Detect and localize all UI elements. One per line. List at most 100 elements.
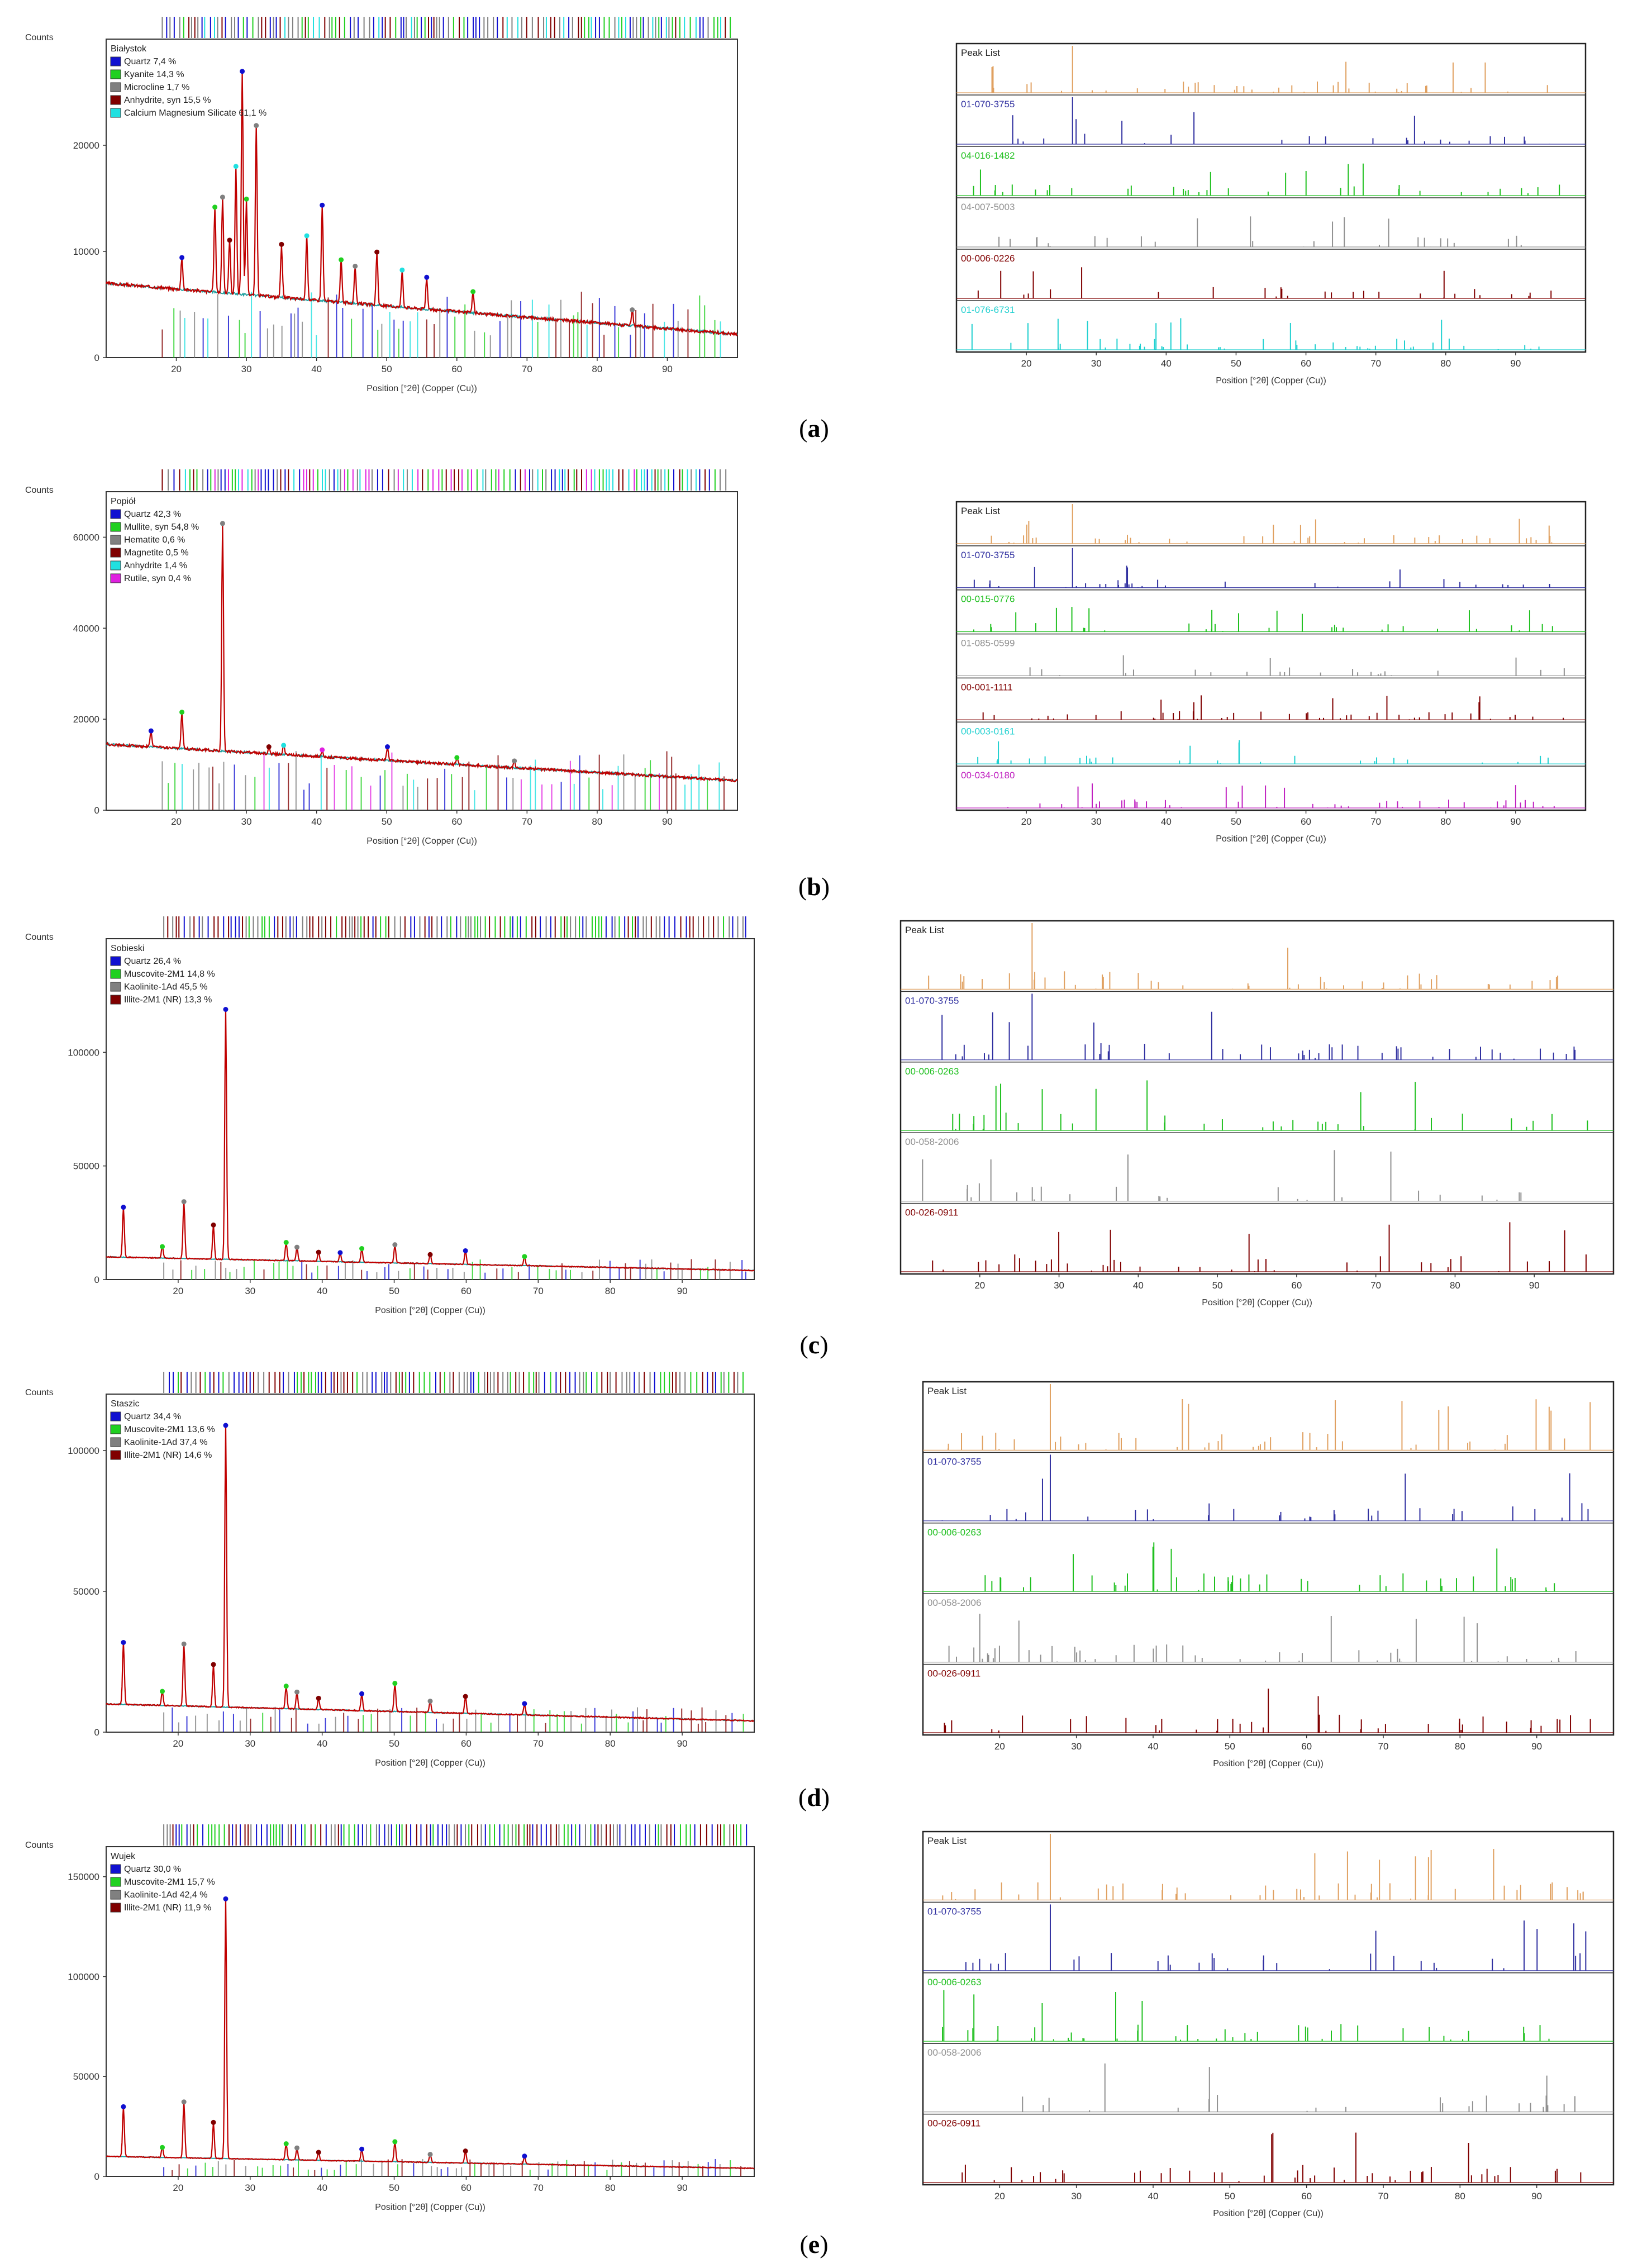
legend-swatch [110,969,121,979]
reference-sticks [161,751,725,810]
peak-marker [211,1662,216,1667]
xrd-chart-c: Sobieski Quartz 26,4 % Muscovite-2M1 14,8 … [25,916,755,1315]
x-axis-label: Position [°2θ] (Copper (Cu)) [366,384,477,393]
x-tick-label: 40 [311,364,322,374]
peak-marker [374,249,380,255]
x-axis-label: Position [°2θ] (Copper (Cu)) [375,1306,485,1315]
legend-label: Magnetite 0,5 % [124,548,189,558]
x-axis-label: Position [°2θ] (Copper (Cu)) [1213,2209,1324,2218]
legend-label: Illite-2M1 (NR) 14,6 % [124,1451,212,1460]
peak-marker [266,744,272,750]
x-tick-label: 40 [317,1286,327,1296]
x-tick-label: 80 [605,1286,616,1296]
reference-sticks [163,1259,746,1280]
y-tick-label: 40000 [73,623,99,634]
x-tick-label: 20 [171,816,182,827]
x-axis-label: Position [°2θ] (Copper (Cu)) [375,2203,485,2212]
x-tick-label: 90 [677,1738,688,1749]
x-tick-label: 30 [245,2183,255,2193]
x-tick-label: 20 [173,1738,183,1749]
peak-marker [316,2150,321,2155]
x-axis-label: Position [°2θ] (Copper (Cu)) [1202,1298,1312,1307]
y-tick-label: 20000 [73,140,99,151]
reference-code-label: 00-058-2006 [927,1597,981,1608]
xrd-chart-d: Staszic Quartz 34,4 % Muscovite-2M1 13,6 %… [25,1372,755,1768]
peak-marker [281,743,287,748]
peak-marker [121,2104,126,2109]
peak-list-chart-b: Peak List 01-070-3755 00-015-0776 01-085-05… [955,501,1587,844]
legend-label: Hematite 0,6 % [124,535,185,545]
legend: Wujek Quartz 30,0 % Muscovite-2M1 15,7 % Ka… [110,1852,215,1913]
legend-label: Kaolinite-1Ad 42,4 % [124,1890,207,1900]
x-tick-label: 60 [1301,2191,1312,2202]
x-tick-label: 30 [241,816,252,827]
legend-label: Rutile, syn 0,4 % [124,574,191,583]
x-tick-label: 20 [173,2183,183,2193]
x-tick-label: 90 [1510,816,1521,827]
peak-marker [294,1689,300,1695]
reference-code-label: 00-058-2006 [927,2047,981,2058]
band-sticks [942,1990,1550,2042]
band-sticks [982,695,1564,720]
reference-sticks [161,292,721,358]
legend-label: Illite-2M1 (NR) 13,3 % [124,995,212,1005]
legend-label: Kaolinite-1Ad 45,5 % [124,982,207,992]
peak-marker [320,747,325,753]
peak-marker [160,2145,165,2150]
x-tick-label: 70 [1378,1741,1389,1752]
legend-swatch [110,995,121,1005]
band-sticks [941,1454,1589,1521]
peak-marker [211,1222,216,1228]
sample-name: Wujek [111,1852,136,1861]
x-tick-label: 40 [1148,2191,1159,2202]
xrd-chart-b: Popiół Quartz 42,3 % Mullite, syn 54,8 % He… [25,469,738,846]
peak-marker [240,69,245,74]
legend-swatch [110,82,121,92]
xrd-chart-a: Białystok Quartz 7,4 % Kyanite 14,3 % Micro… [25,17,738,393]
peak-marker [427,1699,433,1704]
x-tick-label: 20 [974,1280,985,1291]
reference-code-label: 01-070-3755 [905,995,959,1006]
legend-label: Anhydrite, syn 15,5 % [124,96,211,105]
reference-code-label: 00-015-0776 [961,594,1015,605]
panel-label-b: (b) [798,872,830,901]
panel-label-a: (a) [799,414,829,443]
peak-marker [283,1240,289,1245]
legend-swatch [110,56,121,66]
peak-marker [223,1896,229,1901]
band-sticks [973,607,1553,632]
peak-marker [181,1199,187,1205]
peak-marker [212,205,218,210]
peak-marker [463,2148,468,2154]
x-tick-label: 80 [1440,816,1451,827]
peak-marker [121,1639,126,1645]
legend-label: Muscovite-2M1 13,6 % [124,1425,215,1434]
peak-marker [283,1684,289,1689]
x-tick-label: 90 [1529,1280,1540,1291]
peak-marker [148,728,154,734]
peak-marker [463,1694,468,1699]
peak-marker [454,755,460,760]
legend-label: Quartz 7,4 % [124,57,176,66]
x-tick-label: 60 [461,1286,472,1296]
legend: Sobieski Quartz 26,4 % Muscovite-2M1 14,8 … [110,944,215,1005]
y-tick-label: 60000 [73,532,99,543]
reference-code-label: 00-026-0911 [927,1668,980,1679]
x-tick-label: 90 [662,364,673,374]
plot-frame [106,491,738,811]
legend-swatch [110,509,121,519]
x-tick-label: 70 [1370,358,1381,369]
sample-name: Popiół [111,497,136,506]
x-tick-label: 70 [522,816,532,827]
band-sticks [998,216,1522,247]
y-tick-label: 0 [94,805,99,816]
legend-label: Microcline 1,7 % [124,83,189,92]
peak-marker [337,1250,343,1256]
legend-swatch [110,956,121,966]
x-tick-label: 40 [317,2183,327,2193]
peak-list-chart-c: Peak List 01-070-3755 00-006-0263 00-058-20… [899,920,1615,1307]
x-tick-label: 70 [533,1286,544,1296]
x-tick-label: 80 [1455,1741,1465,1752]
reference-code-label: 00-058-2006 [905,1137,959,1147]
peak-marker [223,1423,229,1428]
